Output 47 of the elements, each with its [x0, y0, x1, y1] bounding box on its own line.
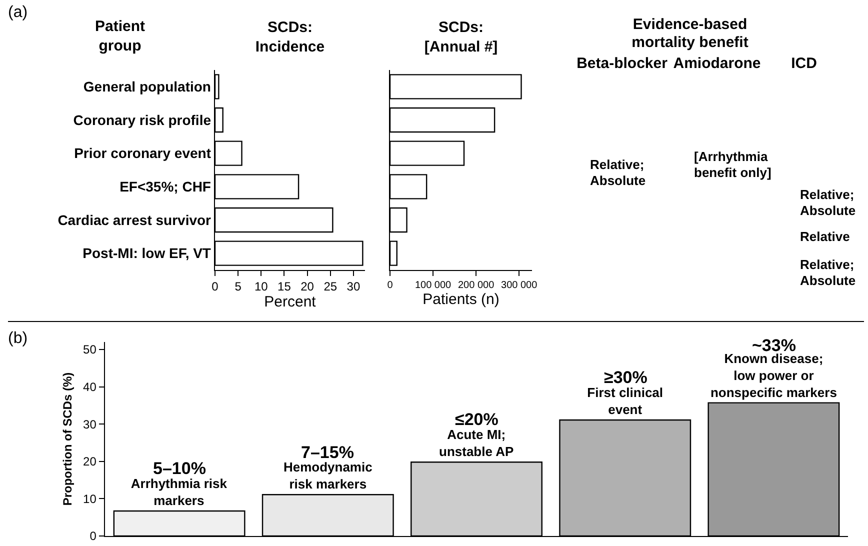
y-tick-label: 20 — [83, 454, 97, 469]
y-tick-label: EF<35%; CHF — [120, 178, 212, 195]
y-tick-label: 10 — [83, 492, 97, 506]
text: Relative; Absolute — [590, 157, 646, 189]
chart-title: SCDs: [Annual #] — [424, 19, 498, 56]
annotation: ≥30% — [604, 368, 648, 387]
text: (a) — [8, 4, 28, 21]
text: (b) — [8, 330, 28, 347]
x-axis-title: Percent — [264, 294, 317, 311]
x-tick-label: Arrhythmia risk markers — [130, 476, 228, 508]
y-tick-label: 30 — [83, 417, 97, 432]
x-tick-label: 300 000 — [501, 280, 538, 292]
y-tick-label: General population — [83, 78, 211, 95]
x-tick-label: 5 — [234, 280, 242, 294]
y-tick-label: Prior coronary event — [74, 145, 212, 162]
category-label: Amiodarone — [673, 55, 761, 72]
y-tick-label: Cardiac arrest survivor — [58, 212, 212, 228]
x-tick-label: 200 000 — [458, 280, 495, 292]
text: Relative; Absolute — [800, 187, 856, 219]
x-tick-label: 15 — [278, 280, 292, 294]
x-tick-label: Hemodynamic risk markers — [283, 460, 372, 492]
x-tick-label: 20 — [300, 280, 314, 294]
y-tick-label: Post-MI: low EF, VT — [82, 245, 212, 262]
x-tick-label: 0 — [387, 280, 394, 292]
annotation: 5–10% — [153, 459, 206, 478]
text: [Arrhythmia benefit only] — [694, 149, 772, 181]
category-label: Beta-blocker — [576, 55, 668, 72]
y-tick-label: 40 — [83, 380, 97, 394]
y-tick-label: Coronary risk profile — [73, 112, 212, 128]
x-tick-label: 25 — [324, 280, 338, 294]
text: Relative — [800, 229, 850, 245]
category-label: ICD — [791, 55, 817, 72]
x-axis-title: Patients (n) — [422, 291, 500, 308]
y-tick-label: 0 — [90, 529, 97, 544]
annotation: ≤20% — [455, 410, 498, 429]
y-tick-label: 50 — [83, 342, 97, 357]
text: Evidence-based mortality benefit — [632, 16, 748, 52]
x-tick-label: 30 — [346, 280, 360, 294]
text: Relative; Absolute — [800, 257, 856, 289]
annotation: 7–15% — [301, 443, 354, 462]
y-axis-title: Proportion of SCDs (%) — [60, 372, 74, 506]
x-tick-label: 100 000 — [414, 280, 452, 292]
x-tick-label: Acute MI; unstable AP — [439, 427, 514, 460]
x-tick-label: First clinical event — [587, 385, 664, 417]
x-tick-label: 10 — [254, 280, 268, 294]
chart-title: SCDs: Incidence — [255, 19, 325, 56]
y-axis-title: Patient group — [95, 18, 146, 54]
